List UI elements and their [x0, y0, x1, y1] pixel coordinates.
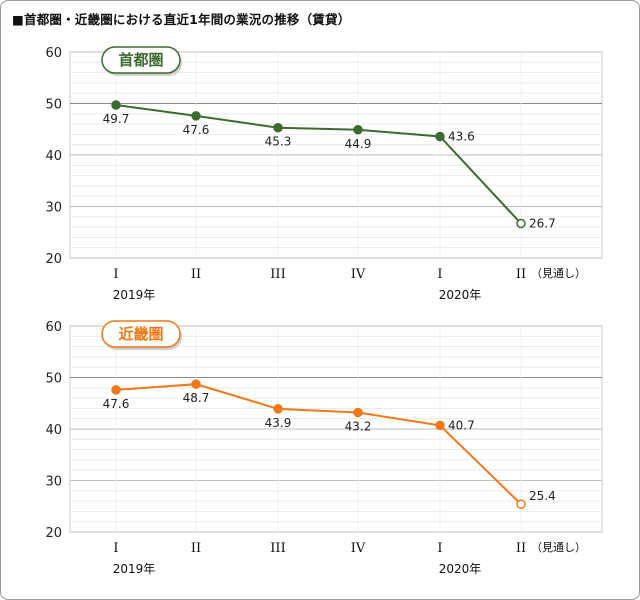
data-label: 43.9	[265, 416, 292, 430]
x-tick-label: II	[191, 541, 201, 556]
data-point	[191, 379, 201, 389]
y-tick-label: 20	[45, 252, 62, 267]
forecast-note: （見通し）	[531, 541, 586, 554]
data-label: 40.7	[448, 418, 475, 432]
data-label: 43.2	[345, 420, 372, 434]
forecast-point	[516, 499, 526, 509]
x-tick-label: IV	[351, 541, 366, 556]
x-tick-label: I	[437, 541, 442, 556]
year-label: 2020年	[439, 288, 482, 302]
data-label: 26.7	[529, 216, 556, 230]
x-tick-label: II	[516, 541, 526, 556]
x-tick-label: IV	[351, 267, 366, 282]
page-title: ■首都圏・近畿圏における直近1年間の業況の推移（賃貸）	[12, 12, 351, 27]
data-label: 25.4	[529, 489, 556, 503]
data-point	[353, 125, 363, 135]
data-label: 43.6	[448, 129, 475, 143]
y-tick-label: 50	[45, 372, 62, 387]
x-tick-label: I	[437, 267, 442, 282]
data-label: 48.7	[183, 391, 210, 405]
y-tick-label: 30	[45, 201, 62, 216]
data-point	[435, 131, 445, 142]
data-label: 47.6	[103, 397, 130, 411]
y-tick-label: 30	[45, 475, 62, 490]
x-tick-label: III	[270, 267, 285, 282]
region-label: 近畿圏	[118, 325, 163, 343]
x-tick-label: II	[191, 267, 201, 282]
data-label: 49.7	[103, 112, 130, 126]
year-label: 2019年	[113, 562, 156, 576]
region-label-box	[101, 46, 181, 74]
x-tick-label: I	[113, 541, 118, 556]
x-tick-label: I	[113, 267, 118, 282]
y-tick-label: 40	[45, 149, 62, 164]
y-tick-label: 50	[45, 98, 62, 113]
region-label-box	[101, 320, 181, 348]
series-line	[115, 383, 522, 505]
y-tick-label: 20	[45, 526, 62, 541]
data-point	[111, 100, 121, 110]
forecast-note: （見通し）	[531, 267, 586, 280]
data-label: 47.6	[183, 123, 210, 137]
series-line	[115, 104, 522, 225]
x-tick-label: III	[270, 541, 285, 556]
data-point	[353, 407, 363, 418]
y-tick-label: 40	[45, 423, 62, 438]
data-point	[191, 111, 201, 121]
region-label: 首都圏	[118, 51, 163, 69]
forecast-point	[516, 218, 526, 229]
data-point	[273, 122, 283, 133]
data-point	[435, 420, 445, 431]
year-label: 2020年	[439, 562, 482, 576]
year-label: 2019年	[113, 288, 156, 302]
x-tick-label: II	[516, 267, 526, 282]
data-label: 45.3	[265, 135, 292, 149]
data-point	[111, 385, 121, 395]
data-point	[273, 404, 283, 414]
y-tick-label: 60	[45, 46, 62, 61]
y-tick-label: 60	[45, 320, 62, 335]
data-label: 44.9	[345, 137, 372, 151]
